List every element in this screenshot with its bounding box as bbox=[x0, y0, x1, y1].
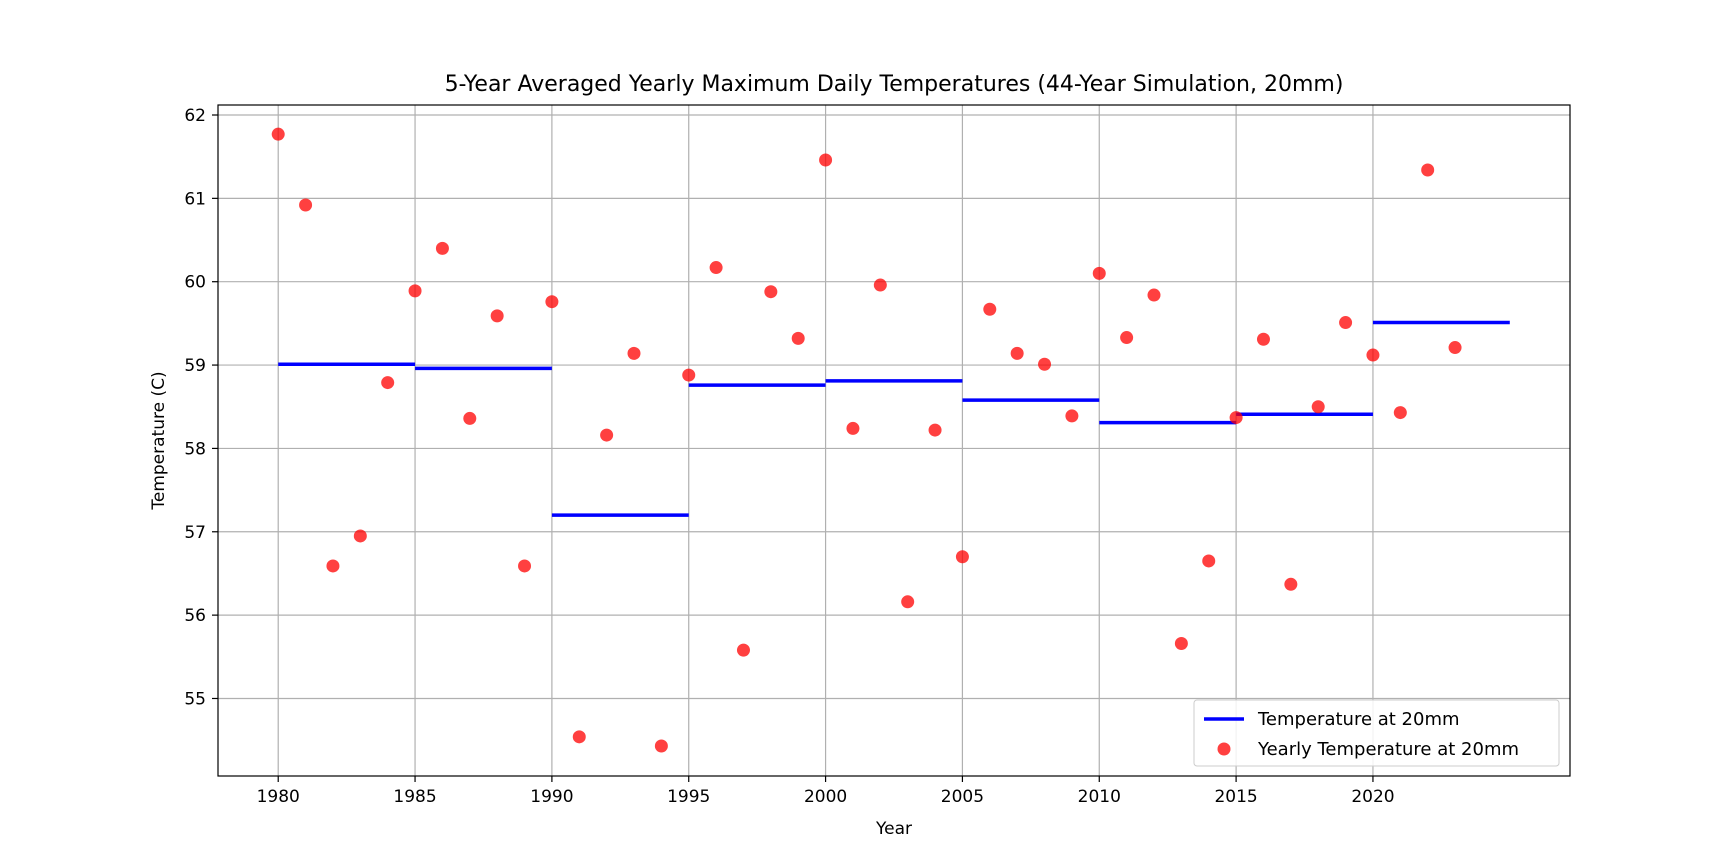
yearly-point bbox=[408, 284, 422, 298]
yearly-point bbox=[736, 643, 750, 657]
x-tick-label: 1995 bbox=[667, 787, 710, 807]
x-tick-label: 1985 bbox=[393, 787, 436, 807]
yearly-point bbox=[1147, 288, 1161, 302]
y-tick-label: 55 bbox=[184, 689, 206, 709]
legend: Temperature at 20mm Yearly Temperature a… bbox=[1193, 699, 1560, 767]
x-axis-title: Year bbox=[875, 819, 912, 839]
legend-label-averaged: Temperature at 20mm bbox=[1257, 709, 1460, 730]
y-tick-label: 57 bbox=[184, 523, 206, 543]
plot-frame bbox=[217, 104, 1571, 777]
yearly-point bbox=[1065, 409, 1079, 423]
yearly-point bbox=[600, 428, 614, 442]
yearly-point bbox=[682, 368, 696, 382]
averaged-series bbox=[278, 320, 1510, 517]
chart-title: 5-Year Averaged Yearly Maximum Daily Tem… bbox=[445, 72, 1344, 97]
yearly-point bbox=[1339, 316, 1353, 330]
yearly-point bbox=[1366, 348, 1380, 362]
yearly-point bbox=[983, 302, 997, 316]
x-tick-label: 2000 bbox=[804, 787, 847, 807]
y-tick-label: 61 bbox=[184, 189, 206, 209]
yearly-point bbox=[435, 241, 449, 255]
yearly-point bbox=[1038, 357, 1052, 371]
x-tick-label: 2010 bbox=[1078, 787, 1121, 807]
yearly-point bbox=[1174, 636, 1188, 650]
yearly-point bbox=[518, 559, 532, 573]
yearly-point bbox=[381, 376, 395, 390]
yearly-point bbox=[627, 346, 641, 360]
x-tick-label: 1980 bbox=[257, 787, 300, 807]
yearly-point bbox=[490, 309, 504, 323]
yearly-point bbox=[1393, 406, 1407, 420]
yearly-point bbox=[271, 127, 285, 141]
yearly-point bbox=[353, 529, 367, 543]
ticks: 1980 1985 1990 1995 2000 2005 2010 2015 2020 55 56… bbox=[184, 106, 1394, 807]
yearly-point bbox=[654, 739, 668, 753]
yearly-point bbox=[1421, 163, 1435, 177]
yearly-point bbox=[326, 559, 340, 573]
yearly-point bbox=[572, 730, 586, 744]
yearly-point bbox=[791, 331, 805, 345]
y-axis-title: Temperature (C) bbox=[149, 371, 169, 510]
yearly-point bbox=[463, 411, 477, 425]
yearly-point bbox=[955, 550, 969, 564]
yearly-point bbox=[1229, 411, 1243, 425]
yearly-point bbox=[709, 261, 723, 275]
grid bbox=[218, 105, 1570, 776]
yearly-point bbox=[1092, 266, 1106, 280]
y-tick-label: 59 bbox=[184, 356, 206, 376]
x-tick-label: 2005 bbox=[941, 787, 984, 807]
yearly-point bbox=[901, 595, 915, 609]
x-tick-label: 1990 bbox=[530, 787, 573, 807]
x-tick-label: 2020 bbox=[1351, 787, 1394, 807]
yearly-point bbox=[764, 285, 778, 299]
yearly-point bbox=[545, 295, 559, 309]
y-tick-label: 56 bbox=[184, 606, 206, 626]
yearly-point bbox=[1120, 331, 1134, 345]
yearly-point bbox=[1010, 346, 1024, 360]
yearly-point bbox=[1311, 400, 1325, 414]
yearly-point bbox=[1284, 577, 1298, 591]
yearly-point bbox=[1448, 341, 1462, 355]
yearly-point bbox=[873, 278, 887, 292]
legend-dot-swatch bbox=[1217, 742, 1231, 756]
yearly-point bbox=[928, 423, 942, 437]
y-tick-label: 60 bbox=[184, 273, 206, 293]
yearly-point bbox=[1256, 332, 1270, 346]
legend-box bbox=[1193, 699, 1560, 767]
y-tick-label: 62 bbox=[184, 106, 206, 126]
x-tick-label: 2015 bbox=[1214, 787, 1257, 807]
yearly-point bbox=[1202, 554, 1216, 568]
legend-label-yearly: Yearly Temperature at 20mm bbox=[1257, 739, 1519, 760]
yearly-point bbox=[819, 153, 833, 167]
yearly-series bbox=[271, 127, 1462, 753]
y-tick-label: 58 bbox=[184, 439, 206, 459]
yearly-point bbox=[299, 198, 313, 212]
yearly-point bbox=[846, 421, 860, 435]
